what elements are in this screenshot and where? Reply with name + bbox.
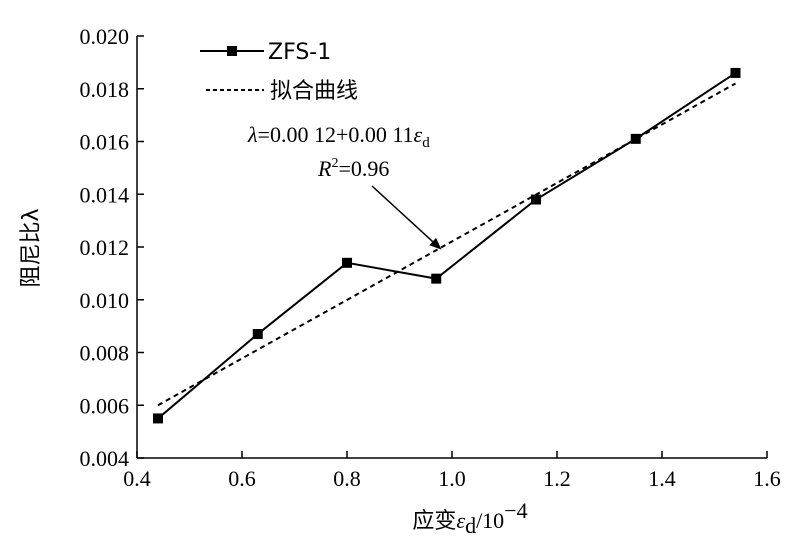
eq-sub: d	[422, 135, 430, 151]
y-tick-label: 0.010	[80, 288, 130, 313]
legend-label-zfs1: ZFS-1	[268, 40, 331, 65]
eq-body: =0.00 12+0.00 11	[258, 122, 414, 147]
annotation-arrow	[371, 185, 434, 243]
legend-label-fit: 拟合曲线	[270, 79, 358, 104]
series-line-zfs1	[157, 72, 737, 420]
y-tick-label: 0.006	[80, 393, 130, 418]
x-tick-label: 1.4	[648, 466, 676, 491]
series-line-fit	[157, 82, 736, 407]
r2-value: =0.96	[338, 156, 389, 181]
x-tick-label: 1.0	[438, 466, 466, 491]
annotation-arrowhead	[429, 237, 442, 250]
data-point	[531, 194, 541, 205]
legend: ZFS-1 拟合曲线	[200, 40, 358, 104]
data-point	[342, 257, 352, 268]
y-tick-label: 0.018	[80, 77, 130, 102]
r-squared: R2=0.96	[317, 156, 389, 181]
y-tick-label: 0.014	[80, 182, 130, 207]
fit-equation: λ=0.00 12+0.00 11εd	[247, 122, 430, 151]
r2-letter: R	[317, 156, 332, 181]
eq-epsilon: ε	[414, 122, 423, 147]
y-axis-label: 阻尼比λ	[19, 208, 44, 287]
data-point	[630, 133, 641, 144]
data-point	[431, 273, 442, 284]
data-point	[252, 329, 263, 340]
tick-labels: 0.004 0.006 0.008 0.010 0.012 0.014 0.016 0.018…	[80, 24, 781, 491]
x-axis-label-exp: −4	[504, 498, 527, 523]
legend-marker-zfs1	[227, 46, 237, 56]
y-tick-label: 0.016	[80, 130, 130, 155]
data-point	[153, 413, 163, 424]
axes	[136, 35, 768, 459]
series-layer	[153, 67, 741, 424]
x-tick-label: 0.6	[228, 466, 256, 491]
x-axis-label-unit: /10	[476, 508, 504, 533]
y-tick-label: 0.004	[80, 446, 130, 471]
data-point	[730, 67, 741, 78]
y-tick-label: 0.020	[80, 24, 130, 49]
fit-annotation: λ=0.00 12+0.00 11εd R2=0.96	[247, 122, 442, 250]
x-axis-label-sub: d	[465, 513, 476, 538]
eq-lambda: λ	[247, 122, 258, 147]
r2-exp: 2	[331, 156, 338, 171]
x-axis-label-symbol: ε	[456, 508, 465, 533]
x-tick-label: 0.8	[333, 466, 361, 491]
x-tick-label: 0.4	[123, 466, 151, 491]
y-tick-label: 0.012	[80, 235, 130, 260]
y-tick-label: 0.008	[80, 341, 130, 366]
x-tick-label: 1.2	[543, 466, 571, 491]
x-tick-label: 1.6	[753, 466, 781, 491]
x-axis-label: 应变εd/10−4	[412, 498, 527, 538]
x-axis-label-prefix: 应变	[412, 509, 456, 534]
